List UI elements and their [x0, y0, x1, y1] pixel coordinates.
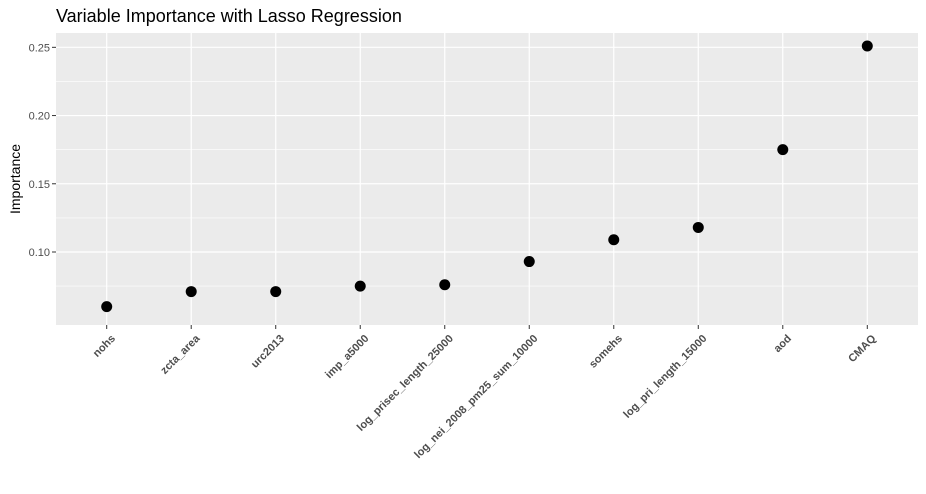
- data-point: [270, 286, 282, 298]
- data-point: [861, 40, 873, 52]
- data-point: [101, 301, 113, 313]
- data-point: [354, 280, 366, 292]
- data-point: [523, 256, 535, 268]
- data-point: [185, 286, 197, 298]
- panel-background: [56, 33, 918, 325]
- y-tick-label: 0.25: [29, 42, 50, 54]
- data-point: [439, 279, 451, 291]
- data-point: [777, 144, 789, 156]
- chart-title: Variable Importance with Lasso Regressio…: [56, 6, 402, 26]
- y-tick-label: 0.10: [29, 247, 50, 259]
- y-axis-label: Importance: [7, 144, 23, 214]
- y-tick-label: 0.20: [29, 111, 50, 123]
- y-tick-label: 0.15: [29, 179, 50, 191]
- data-point: [692, 221, 704, 233]
- data-point: [608, 234, 620, 246]
